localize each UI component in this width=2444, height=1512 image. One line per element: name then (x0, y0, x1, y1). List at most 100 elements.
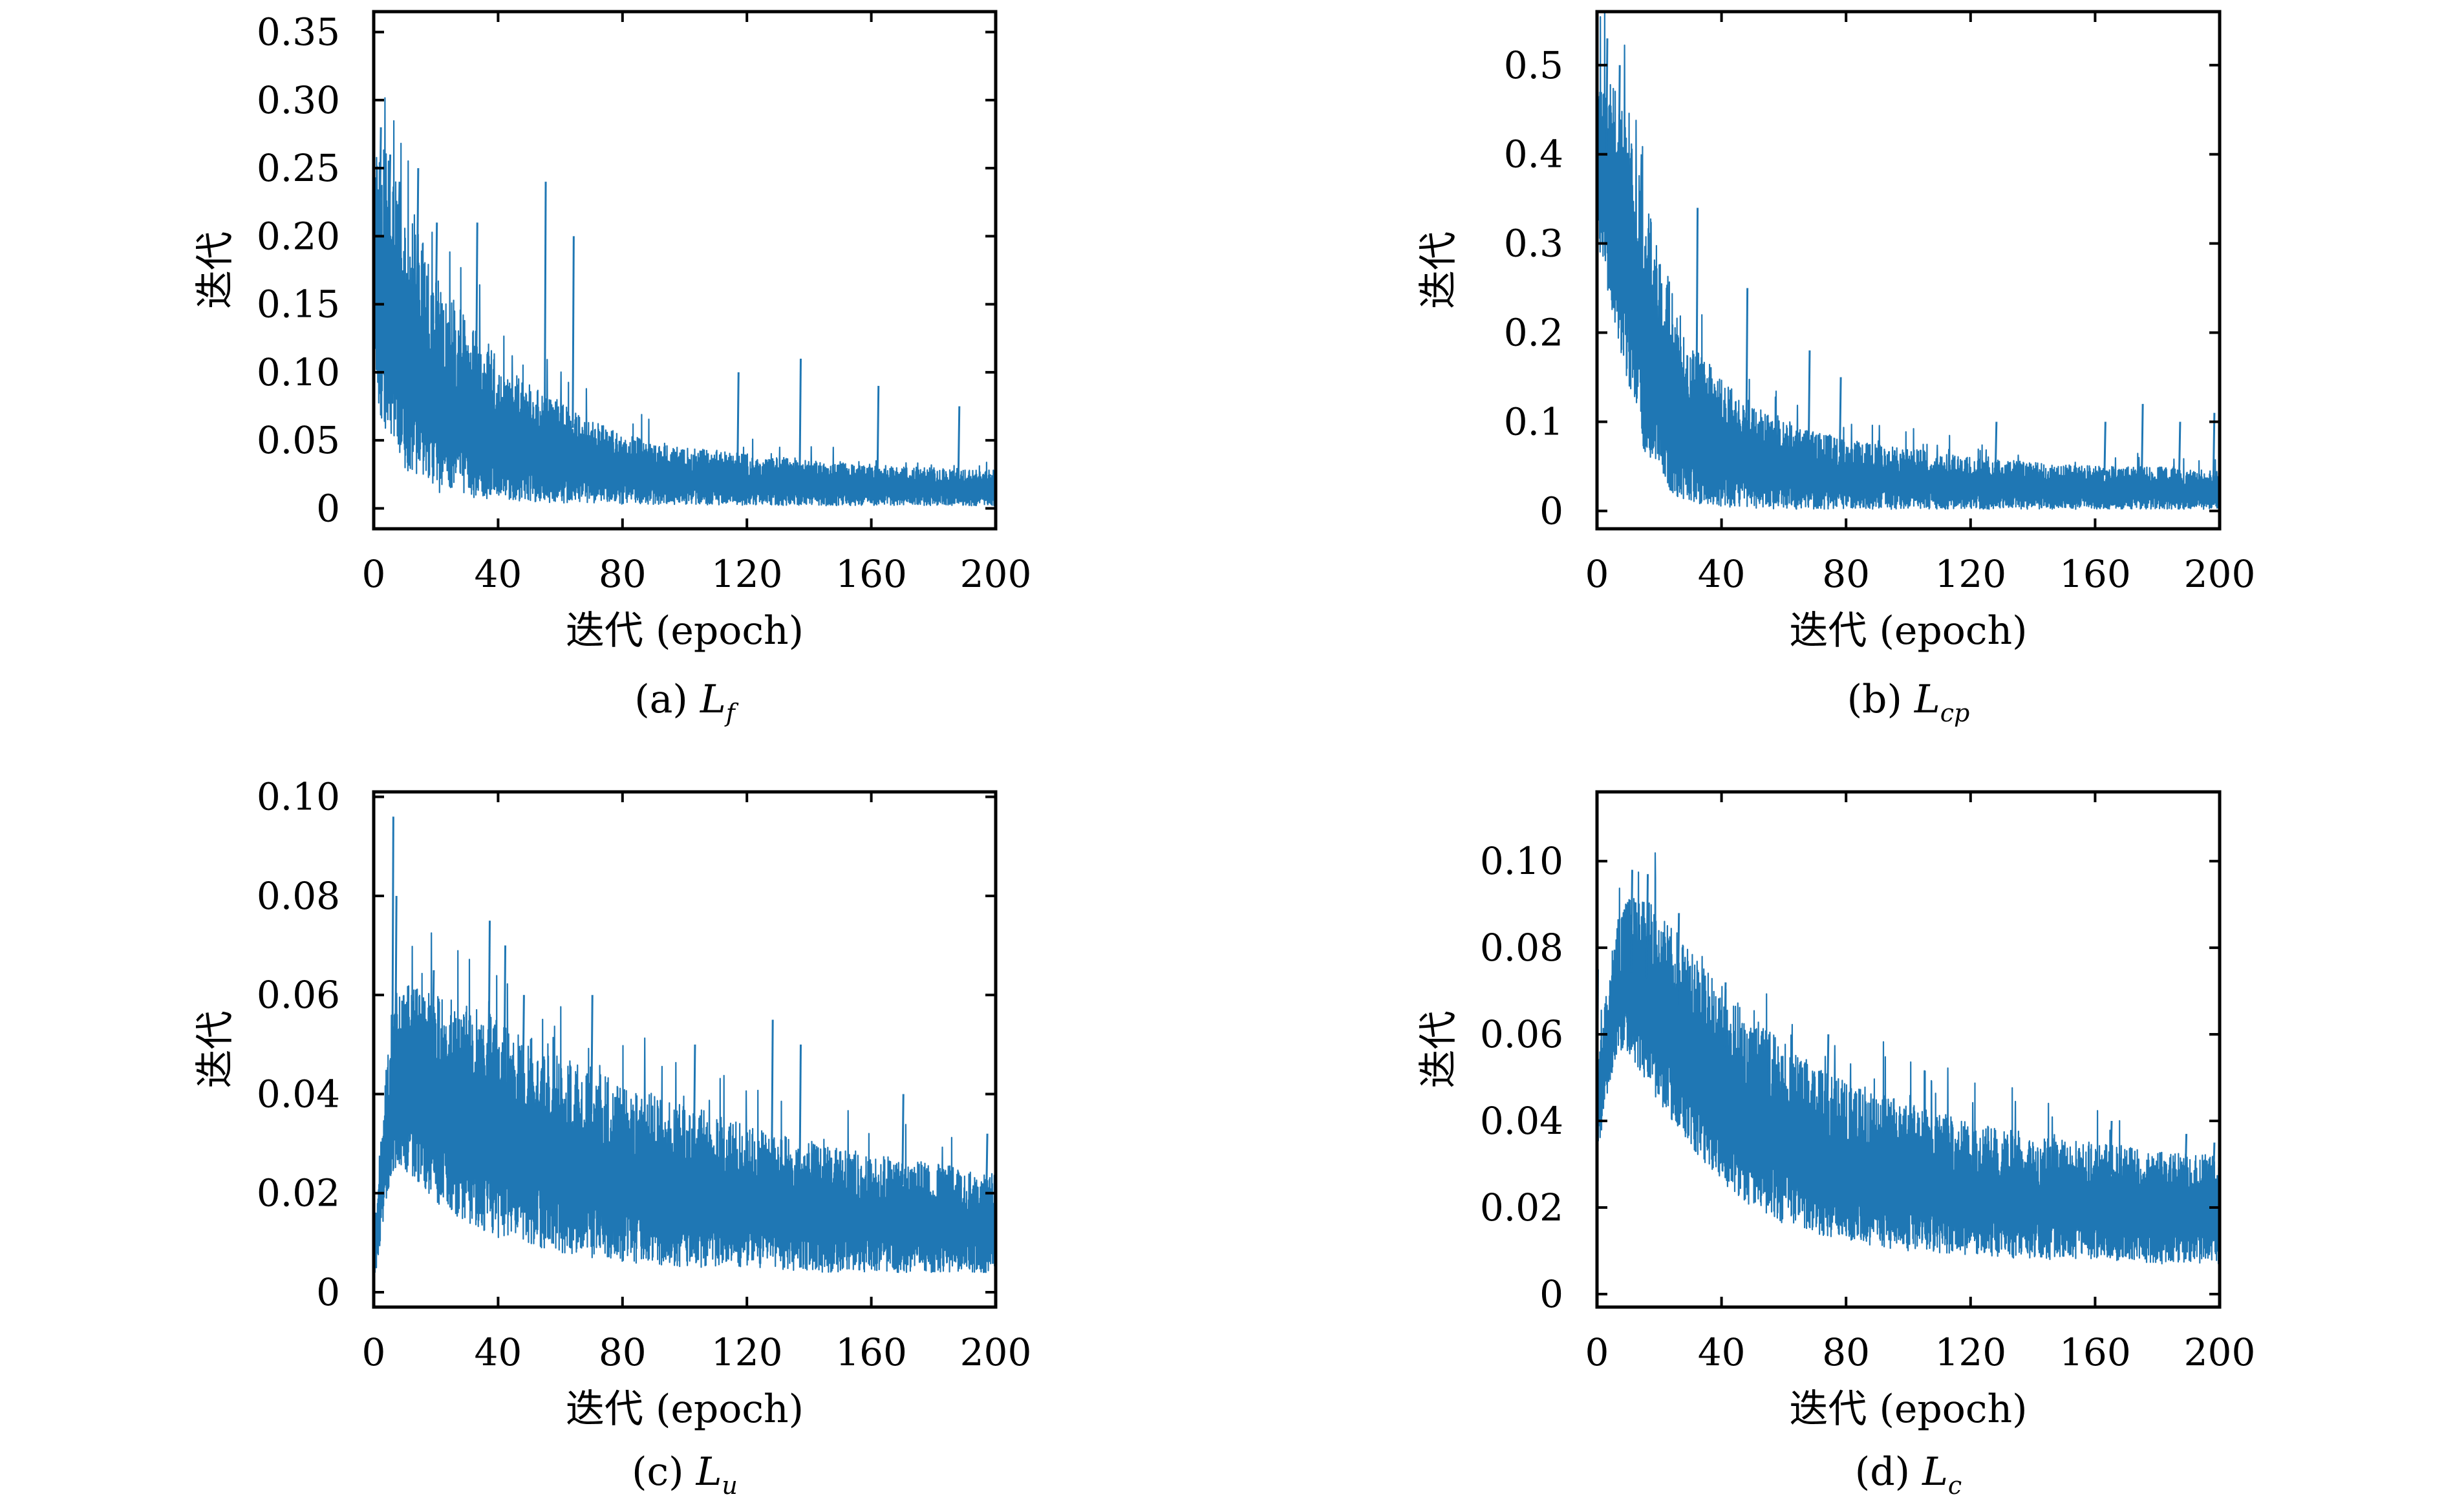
y-tick-label: 0 (1539, 489, 1563, 533)
spike-10 (876, 385, 880, 474)
spike-7 (572, 236, 575, 428)
spike-4 (503, 945, 507, 1074)
caption-prefix: (c) (632, 1449, 696, 1495)
caption-prefix: (d) (1855, 1449, 1922, 1495)
spike-6 (544, 182, 547, 416)
caption-subscript: u (722, 1471, 737, 1500)
x-axis-label: 迭代 (epoch) (1789, 1387, 2027, 1432)
caption-prefix: (a) (634, 677, 700, 722)
spike-2 (1639, 154, 1643, 244)
spike-4 (1745, 288, 1749, 421)
y-tick-label: 0.08 (1480, 926, 1563, 970)
spike-9 (799, 358, 802, 470)
y-tick-label: 0.08 (257, 874, 340, 918)
y-tick-label: 0 (316, 1270, 340, 1314)
x-tick-label: 120 (711, 552, 783, 596)
spike-10 (2212, 1142, 2216, 1183)
spike-3 (1677, 913, 1680, 1006)
y-tick-label: 0.20 (257, 214, 340, 258)
y-tick-label: 0.1 (1504, 399, 1563, 443)
spike-2 (397, 182, 401, 245)
x-tick-label: 160 (2059, 1330, 2131, 1374)
spike-4 (1723, 982, 1727, 1048)
x-tick-label: 40 (474, 1330, 522, 1374)
spike-5 (1767, 1034, 1770, 1083)
spike-1 (388, 154, 392, 226)
x-tick-label: 120 (1935, 552, 2006, 596)
y-tick-label: 0.02 (1480, 1186, 1563, 1230)
spike-0 (379, 127, 382, 219)
spike-0 (391, 816, 394, 1063)
y-tick-label: 0.02 (257, 1171, 340, 1215)
x-tick-label: 0 (362, 552, 386, 596)
caption-symbol: L (1914, 677, 1940, 722)
spike-2 (1645, 874, 1649, 979)
caption-symbol: L (700, 677, 726, 722)
x-tick-label: 80 (599, 1330, 647, 1374)
spike-11 (985, 1133, 989, 1197)
spike-11 (2212, 412, 2216, 479)
y-tick-label: 0.04 (257, 1072, 340, 1116)
spike-9 (2141, 403, 2144, 476)
axes-frame (1595, 10, 2222, 531)
spike-5 (1807, 350, 1811, 445)
loss-series-line (374, 932, 996, 1273)
x-tick-label: 40 (1698, 552, 1746, 596)
spike-8 (736, 372, 740, 464)
y-tick-label: 0 (316, 486, 340, 530)
x-tick-label: 160 (835, 552, 907, 596)
caption-subscript: c (1948, 1471, 1962, 1500)
y-tick-label: 0.05 (257, 418, 340, 462)
y-axis-label: 迭代 (1416, 231, 1461, 309)
x-tick-label: 0 (1585, 552, 1609, 596)
spike-3 (488, 921, 491, 1069)
x-tick-label: 0 (362, 1330, 386, 1374)
loss-series-line (1597, 12, 2220, 510)
y-tick-label: 0.25 (257, 146, 340, 190)
spike-8 (771, 1019, 774, 1164)
spike-11 (957, 406, 961, 477)
x-tick-label: 200 (960, 1330, 1032, 1374)
y-axis-label: 迭代 (1416, 1011, 1461, 1089)
y-tick-label: 0.5 (1504, 43, 1563, 87)
x-tick-label: 120 (711, 1330, 783, 1374)
x-tick-label: 200 (2184, 552, 2256, 596)
y-axis-label: 迭代 (193, 1011, 238, 1089)
x-tick-label: 40 (474, 552, 522, 596)
spike-9 (2184, 1134, 2188, 1182)
chart-panel-d: 0 40 80 120 160 200 0 0.02 0.04 0.06 0.08 0.10 迭代 (e… (1416, 790, 2255, 1500)
y-tick-label: 0.4 (1504, 133, 1563, 176)
loss-series-line (1597, 852, 2220, 1264)
spike-8 (2103, 421, 2106, 476)
y-tick-label: 0.10 (257, 350, 340, 394)
x-tick-label: 120 (1935, 1330, 2006, 1374)
spike-10 (2178, 421, 2181, 477)
y-axis-label: 迭代 (193, 231, 238, 309)
x-tick-label: 80 (1822, 552, 1870, 596)
y-tick-label: 0.15 (257, 282, 340, 326)
y-tick-label: 0.10 (1480, 839, 1563, 883)
x-tick-label: 0 (1585, 1330, 1609, 1374)
spike-6 (1826, 1034, 1830, 1116)
y-tick-label: 0.2 (1504, 311, 1563, 355)
loss-series-line (374, 97, 996, 507)
spike-3 (1695, 208, 1699, 381)
spike-0 (1605, 38, 1609, 158)
panel-caption: (c) Lu (632, 1449, 738, 1500)
y-tick-label: 0.10 (257, 775, 340, 819)
x-axis-label: 迭代 (epoch) (566, 608, 804, 654)
spike-6 (590, 995, 594, 1114)
chart-panel-b: 0 40 80 120 160 200 0 0.1 0.2 0.3 0.4 0.5 迭代 (epoch)… (1416, 10, 2256, 727)
panel-caption: (d) Lc (1855, 1449, 1962, 1500)
x-tick-label: 160 (2059, 552, 2131, 596)
spike-5 (475, 222, 478, 366)
panel-caption: (b) Lcp (1847, 677, 1970, 727)
chart-panel-a: 0 40 80 120 160 200 0 0.05 0.10 0.15 0.20 0.25 0.30 0… (193, 10, 1031, 727)
y-tick-label: 0.30 (257, 78, 340, 122)
spike-1 (1618, 65, 1621, 183)
x-tick-label: 200 (960, 552, 1032, 596)
x-tick-label: 80 (599, 552, 647, 596)
y-tick-label: 0 (1539, 1272, 1563, 1316)
y-tick-label: 0.06 (257, 973, 340, 1017)
